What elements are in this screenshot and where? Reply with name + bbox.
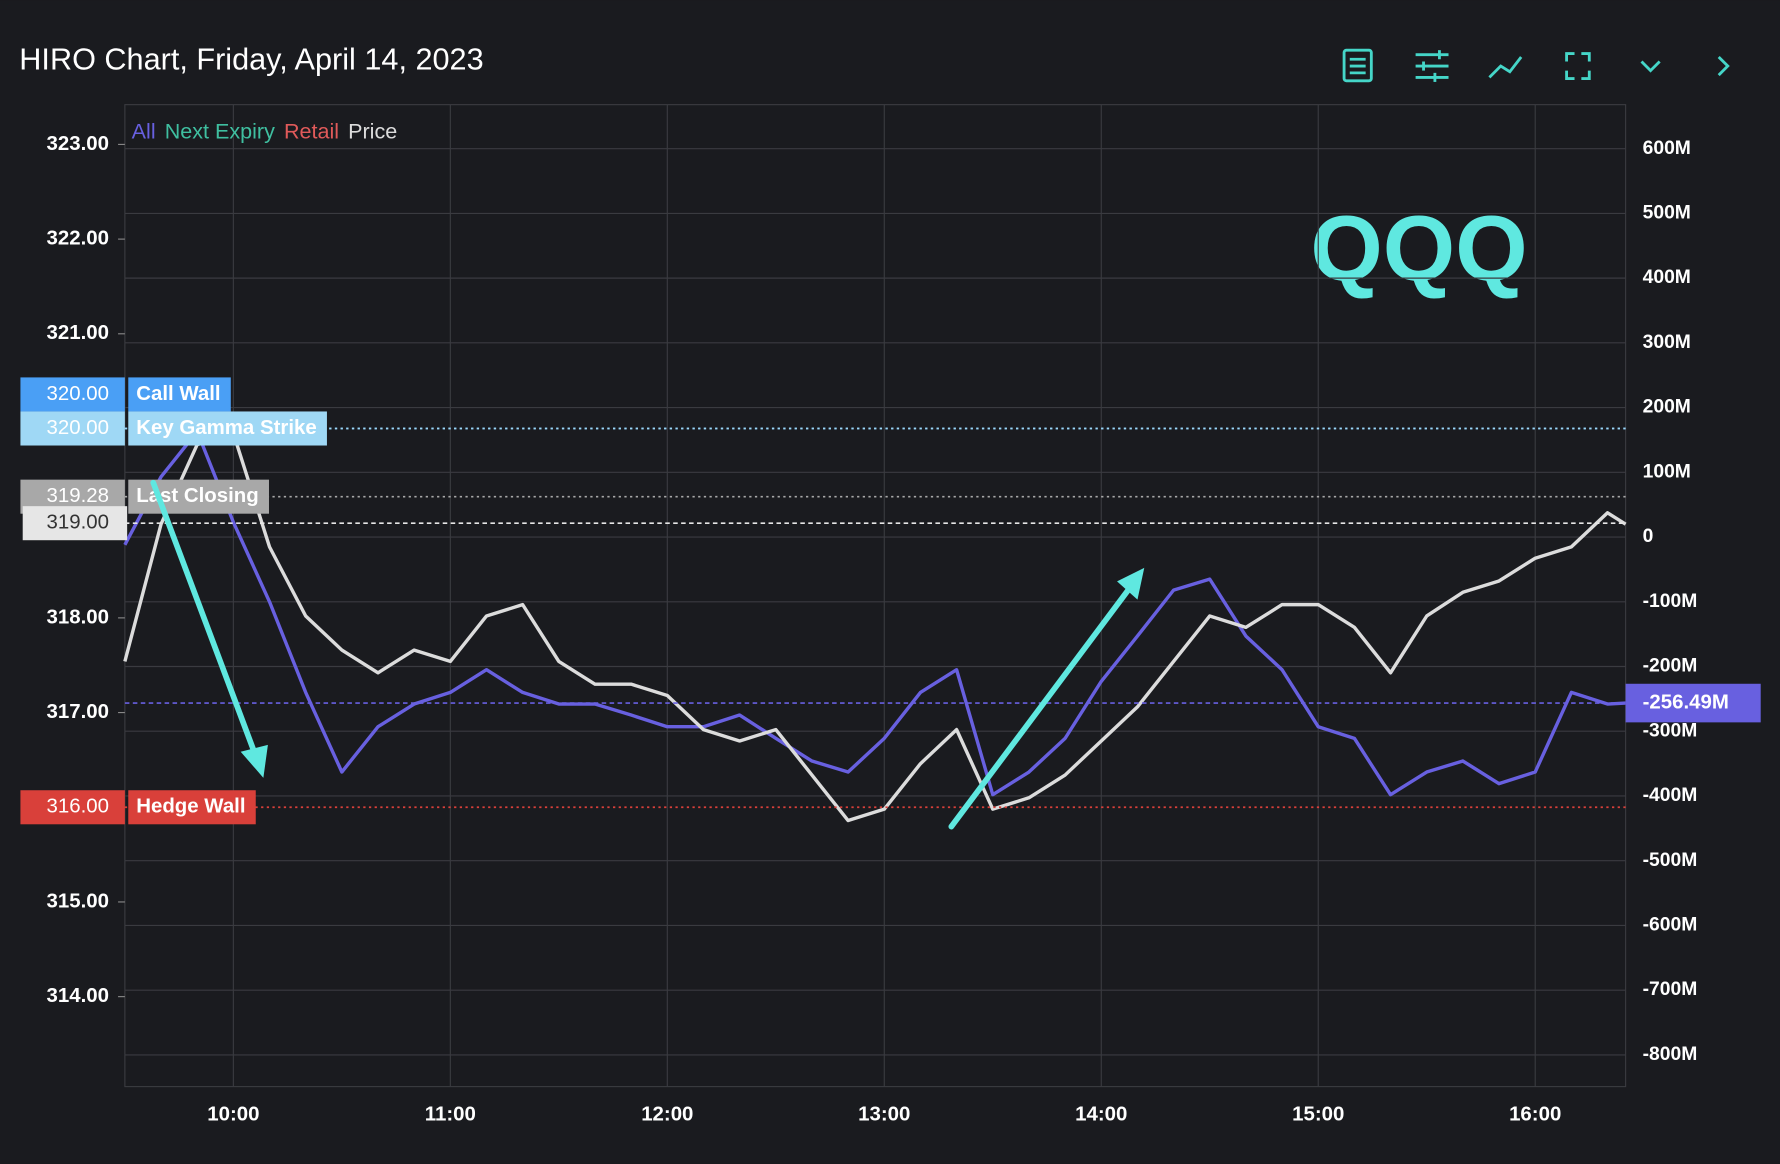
y2-tick-label: 0 [1643, 526, 1654, 547]
level-value-label: 320.00 [47, 383, 109, 405]
toolbar [1342, 48, 1730, 83]
settings-button[interactable] [1415, 50, 1449, 82]
chart-type-button[interactable] [1488, 56, 1523, 79]
level-name: Call Wall [136, 383, 220, 405]
y2-tick-label: -100M [1643, 591, 1698, 612]
y2-tick-label: 600M [1643, 138, 1691, 159]
y2-tick-label: 300M [1643, 332, 1691, 353]
current-value-box [1625, 683, 1761, 723]
current-value-box [22, 506, 128, 541]
current-value-label: -256.49M [1643, 691, 1729, 713]
x-tick-label: 12:00 [641, 1103, 693, 1125]
level-name-box [128, 377, 231, 412]
x-tick-label: 11:00 [425, 1103, 476, 1125]
y-tick-label: 322.00 [47, 227, 109, 249]
legend-entry: Price [348, 119, 397, 144]
y2-tick-label: -600M [1643, 915, 1698, 936]
annotation-arrows [150, 479, 1145, 830]
series-line [123, 429, 1626, 797]
y-tick-label: 321.00 [47, 322, 109, 344]
x-tick-label: 15:00 [1292, 1103, 1344, 1125]
chart-title: HIRO Chart, Friday, April 14, 2023 [19, 43, 483, 77]
next-button[interactable] [1717, 55, 1730, 77]
series-line [123, 431, 1627, 823]
x-tick-label: 16:00 [1509, 1103, 1561, 1125]
level-value-label: 319.28 [47, 485, 109, 507]
current-value-label: 319.00 [47, 512, 109, 534]
y2-tick-label: 400M [1643, 267, 1691, 288]
y2-tick-label: -400M [1643, 785, 1698, 806]
y2-tick-label: -300M [1643, 720, 1698, 741]
level-name-box [128, 790, 256, 825]
level-value-label: 320.00 [47, 417, 109, 439]
collapse-button[interactable] [1640, 60, 1661, 73]
legend-entry: All [132, 119, 156, 144]
plot-area: QQQ 10:00 11:00 12:00 13:00 14:00 15:00 16:00 -8… [20, 104, 1761, 1125]
y-tick-label: 314.00 [47, 985, 109, 1007]
y-tick-label: 323.00 [47, 133, 109, 155]
y-tick-label: 315.00 [47, 890, 109, 912]
legend-entry: Next Expiry [165, 119, 275, 144]
level-value-box [20, 411, 125, 446]
y-tick-label: 318.00 [47, 606, 109, 628]
plot-frame [124, 104, 1627, 1088]
level-value-box [20, 790, 125, 825]
x-tick-label: 10:00 [207, 1103, 259, 1125]
fullscreen-button[interactable] [1565, 52, 1591, 80]
y2-tick-label: -200M [1643, 656, 1698, 677]
x-tick-label: 14:00 [1075, 1103, 1127, 1125]
x-tick-label: 13:00 [858, 1103, 910, 1125]
watermark: QQQ [1310, 196, 1527, 300]
y2-tick-label: -500M [1643, 850, 1698, 871]
y-tick-label: 317.00 [47, 701, 109, 723]
level-name: Hedge Wall [136, 796, 245, 818]
y2-tick-label: -800M [1643, 1044, 1698, 1065]
level-value-label: 316.00 [47, 796, 109, 818]
y2-tick-label: 100M [1643, 461, 1691, 482]
table-button[interactable] [1342, 48, 1373, 83]
level-name-box [128, 411, 327, 446]
legend-entry: Retail [284, 119, 339, 144]
level-value-box [20, 377, 125, 412]
y2-tick-label: 200M [1643, 397, 1691, 418]
level-name: Key Gamma Strike [136, 417, 317, 439]
y2-tick-label: 500M [1643, 202, 1691, 223]
y2-tick-label: -700M [1643, 979, 1698, 1000]
level-name: Last Closing [136, 485, 259, 507]
